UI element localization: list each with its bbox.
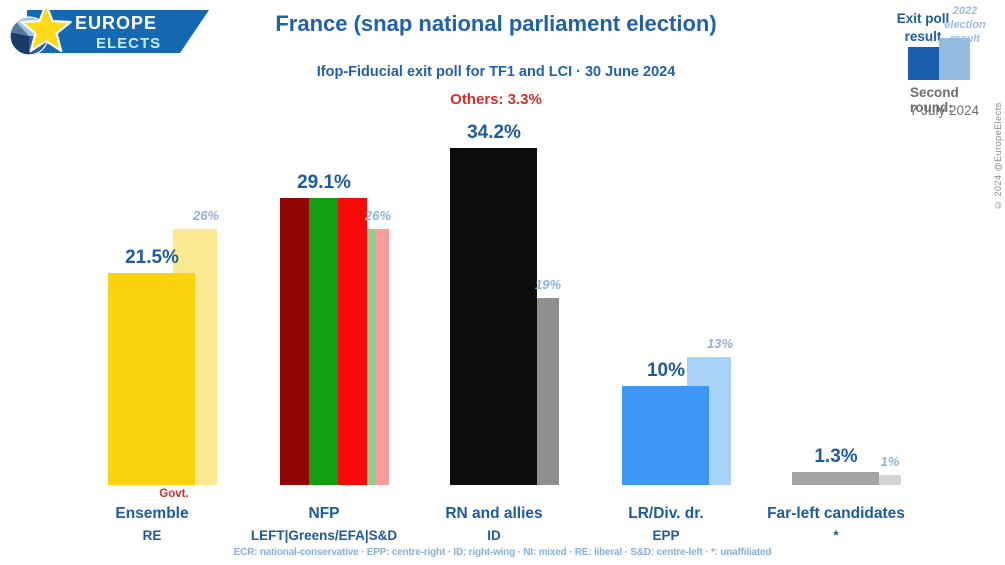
govt-note: Govt.	[159, 488, 189, 500]
exit-poll-value: 10%	[646, 360, 686, 381]
chart-subtitle: Ifop-Fiducial exit poll for TF1 and LCI …	[316, 64, 676, 80]
result-2022-value: 1%	[880, 454, 900, 469]
exit-poll-bar	[280, 198, 367, 485]
logo-text-line2: ELECTS	[96, 35, 161, 52]
others-note: Others: 3.3%	[450, 91, 542, 108]
ep-group-name: *	[833, 528, 839, 543]
party-name: LR/Div. dr.	[628, 505, 704, 522]
legend-2022-result-swatch	[939, 38, 970, 80]
ep-group-name: RE	[142, 528, 162, 543]
glossary-footer: ECR: national-conservative · EPP: centre…	[233, 547, 772, 558]
exit-poll-value: 1.3%	[814, 446, 858, 467]
ep-group-name: EPP	[652, 528, 680, 543]
bar-group-1: 21.5% 26% Ensemble RE Govt.	[108, 0, 239, 565]
exit-poll-bar	[792, 472, 879, 485]
exit-poll-bar	[108, 273, 195, 485]
result-2022-value: 13%	[706, 336, 734, 351]
exit-poll-bar	[622, 386, 709, 485]
legend-exit-poll-label: Exit poll result	[896, 11, 950, 44]
bar-group-2: 29.1% 26% NFP LEFT|Greens/EFA|S&D	[251, 0, 411, 565]
party-name: Far-left candidates	[767, 505, 905, 522]
bar-group-5: 1.3% 1% Far-left candidates *	[767, 0, 923, 565]
second-round-date: 7 July 2024	[910, 103, 980, 118]
ep-group-name: ID	[487, 528, 501, 543]
exit-poll-value: 29.1%	[297, 172, 351, 193]
result-2022-bar	[857, 475, 901, 485]
party-name: Ensemble	[115, 505, 189, 522]
party-name: NFP	[308, 505, 340, 522]
second-round-label: Second round:	[910, 85, 959, 115]
result-2022-value: 19%	[534, 277, 562, 292]
exit-poll-value: 34.2%	[467, 122, 521, 143]
result-2022-value: 26%	[364, 208, 392, 223]
exit-poll-bar	[450, 148, 537, 485]
ep-group-name: LEFT|Greens/EFA|S&D	[250, 528, 398, 543]
chart-title: France (snap national parliament electio…	[275, 11, 717, 36]
logo-banner	[27, 10, 209, 53]
star-icon	[20, 3, 72, 53]
bar-group-4: 10% 13% LR/Div. dr. EPP	[622, 0, 753, 565]
result-2022-value: 26%	[192, 208, 220, 223]
logo-text-line1: EUROPE	[75, 13, 157, 33]
party-name: RN and allies	[445, 505, 543, 522]
exit-poll-value: 21.5%	[125, 247, 179, 268]
europe-elects-logo: EUROPE ELECTS	[9, 3, 209, 56]
bar-group-3: 34.2% 19% RN and allies ID	[445, 0, 581, 565]
legend-exit-poll-swatch	[908, 47, 939, 80]
